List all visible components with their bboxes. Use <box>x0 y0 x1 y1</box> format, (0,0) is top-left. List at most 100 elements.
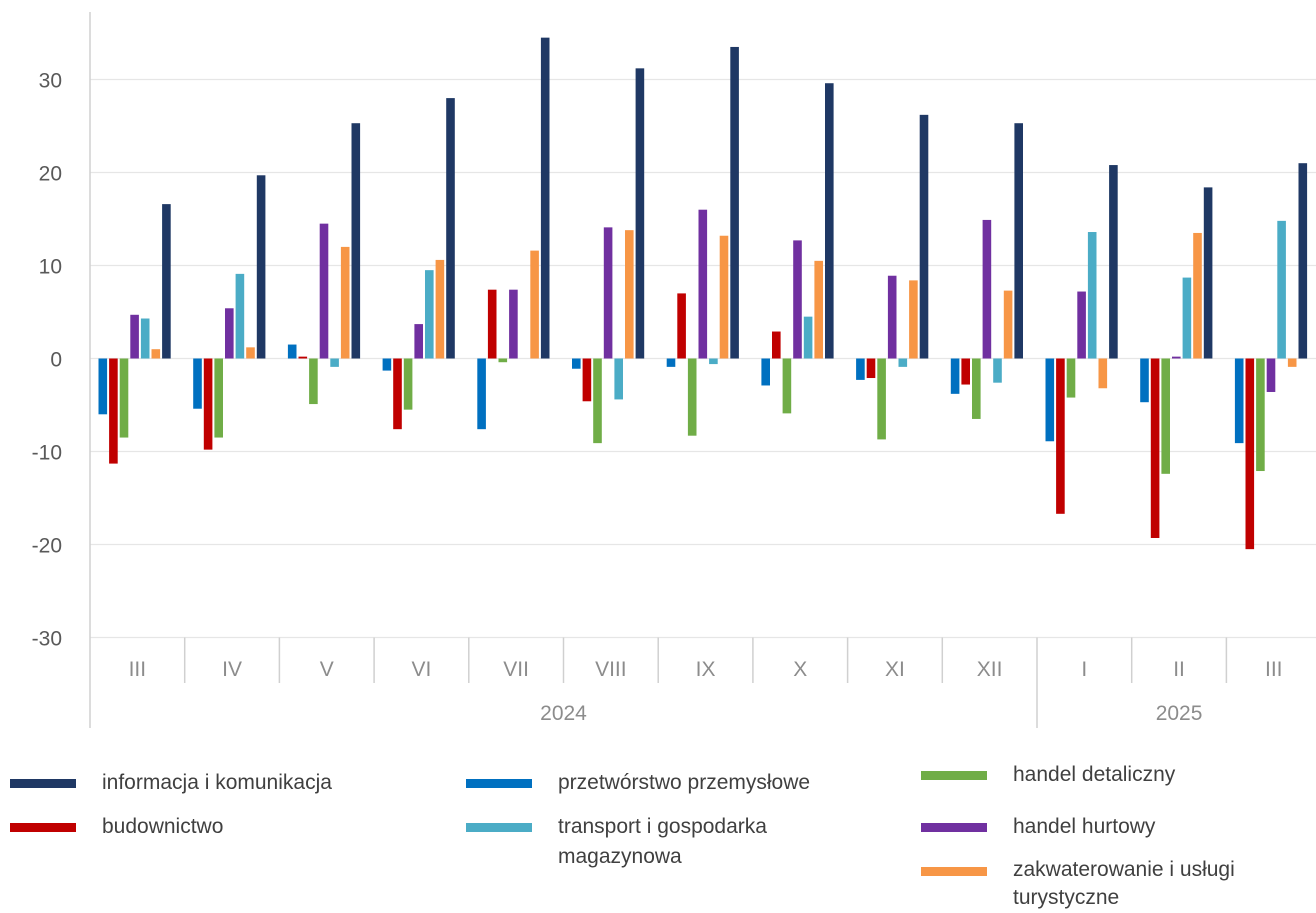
x-category-label: III <box>129 658 147 681</box>
chart-legend: informacja i komunikacja budownictwo prz… <box>0 750 1316 913</box>
bar-przetworstwo <box>950 358 960 394</box>
bar-zakwaterowanie <box>625 230 634 359</box>
x-category-label: IV <box>222 658 242 681</box>
bar-informacja <box>446 98 455 359</box>
bar-budownictwo <box>1150 358 1160 538</box>
bar-handel <box>1172 356 1181 359</box>
legend-item-przetworstwo: przetwórstwo przemysłowe <box>466 768 810 798</box>
bar-informacja <box>351 123 361 359</box>
bar-informacja <box>162 204 171 359</box>
bar-handel <box>1256 358 1265 472</box>
x-category-label: III <box>1265 658 1283 681</box>
bar-zakwaterowanie <box>340 246 350 359</box>
legend-label: informacja i komunikacja <box>102 771 332 794</box>
bar-informacja <box>919 114 929 359</box>
legend-item-budownictwo: budownictwo <box>10 812 223 842</box>
bar-transport <box>803 316 813 359</box>
bar-budownictwo <box>298 356 308 359</box>
bar-zakwaterowanie <box>909 280 918 359</box>
bar-informacja <box>1203 187 1213 359</box>
bar-przetworstwo <box>287 344 297 359</box>
bar-przetworstwo <box>856 358 865 380</box>
bar-handel <box>982 219 992 359</box>
bar-zakwaterowanie <box>1193 232 1202 359</box>
bar-transport <box>330 358 339 367</box>
bar-przetworstwo <box>1045 358 1055 442</box>
bar-zakwaterowanie <box>435 259 445 359</box>
x-year-label: 2024 <box>540 702 587 725</box>
bar-przetworstwo <box>1140 358 1149 403</box>
x-category-label: X <box>793 658 807 681</box>
bar-budownictwo <box>109 358 118 464</box>
x-category-label: XII <box>977 658 1003 681</box>
bar-transport <box>1182 277 1192 359</box>
bar-budownictwo <box>487 289 497 359</box>
bar-budownictwo <box>582 358 592 402</box>
x-category-label: IX <box>696 658 716 681</box>
bar-handel <box>687 358 697 436</box>
bar-handel <box>309 358 318 405</box>
bar-budownictwo <box>1056 358 1065 514</box>
bar-zakwaterowanie <box>151 349 161 359</box>
bar-przetworstwo <box>477 358 486 430</box>
legend-swatch <box>921 771 987 780</box>
legend-swatch <box>10 823 76 832</box>
bar-handel <box>793 240 802 359</box>
legend-item-informacja: informacja i komunikacja <box>10 768 332 798</box>
bar-handel <box>1161 358 1170 474</box>
bar-informacja <box>1014 123 1023 359</box>
bar-budownictwo <box>677 293 686 359</box>
y-tick-label: -30 <box>32 628 62 651</box>
legend-item-transport: transport i gospodarka magazynowa <box>466 812 818 872</box>
bar-przetworstwo <box>1234 358 1244 444</box>
x-category-label: II <box>1173 658 1185 681</box>
bar-informacja <box>256 175 266 359</box>
x-year-label: 2025 <box>1156 702 1203 725</box>
bar-transport <box>709 358 718 365</box>
bar-przetworstwo <box>666 358 676 367</box>
bar-handel <box>509 289 518 359</box>
bar-handel <box>414 324 423 359</box>
bar-handel <box>130 314 139 359</box>
legend-item-zakwaterowanie: zakwaterowanie i usługi turystyczne <box>921 856 1313 912</box>
legend-label: handel hurtowy <box>1013 815 1156 838</box>
bar-handel <box>877 358 886 440</box>
bar-informacja <box>730 46 739 359</box>
x-category-label: VIII <box>595 658 627 681</box>
legend-label: handel detaliczny <box>1013 763 1176 786</box>
bar-transport <box>235 273 245 359</box>
bar-zakwaterowanie <box>719 235 729 359</box>
legend-item-handel-detaliczny: handel detaliczny <box>921 760 1175 790</box>
bar-handel <box>782 358 792 414</box>
x-category-label: VI <box>412 658 432 681</box>
legend-swatch <box>921 867 987 876</box>
bar-budownictwo <box>961 358 970 385</box>
bar-transport <box>1277 220 1286 359</box>
bar-informacja <box>1109 165 1118 359</box>
bar-handel <box>319 223 329 359</box>
bar-handel <box>1066 358 1076 398</box>
y-tick-label: 0 <box>50 349 62 372</box>
legend-label: budownictwo <box>102 815 224 838</box>
bar-zakwaterowanie <box>530 250 539 359</box>
bar-zakwaterowanie <box>814 260 823 359</box>
bar-handel <box>698 209 708 359</box>
bar-handel <box>972 358 981 419</box>
x-category-label: XI <box>885 658 905 681</box>
x-category-label: VII <box>503 658 529 681</box>
y-tick-label: -20 <box>32 535 62 558</box>
bar-transport <box>425 270 434 359</box>
bar-budownictwo <box>393 358 402 430</box>
bar-transport <box>1087 232 1097 359</box>
bar-przetworstwo <box>382 358 392 371</box>
bar-budownictwo <box>203 358 213 450</box>
bar-budownictwo <box>866 358 876 379</box>
bar-handel <box>603 227 613 359</box>
bar-handel <box>214 358 223 438</box>
bar-informacja <box>1298 163 1308 359</box>
y-tick-label: -10 <box>32 442 62 465</box>
legend-swatch <box>921 823 987 832</box>
bar-budownictwo <box>772 331 781 359</box>
legend-swatch <box>10 779 76 788</box>
